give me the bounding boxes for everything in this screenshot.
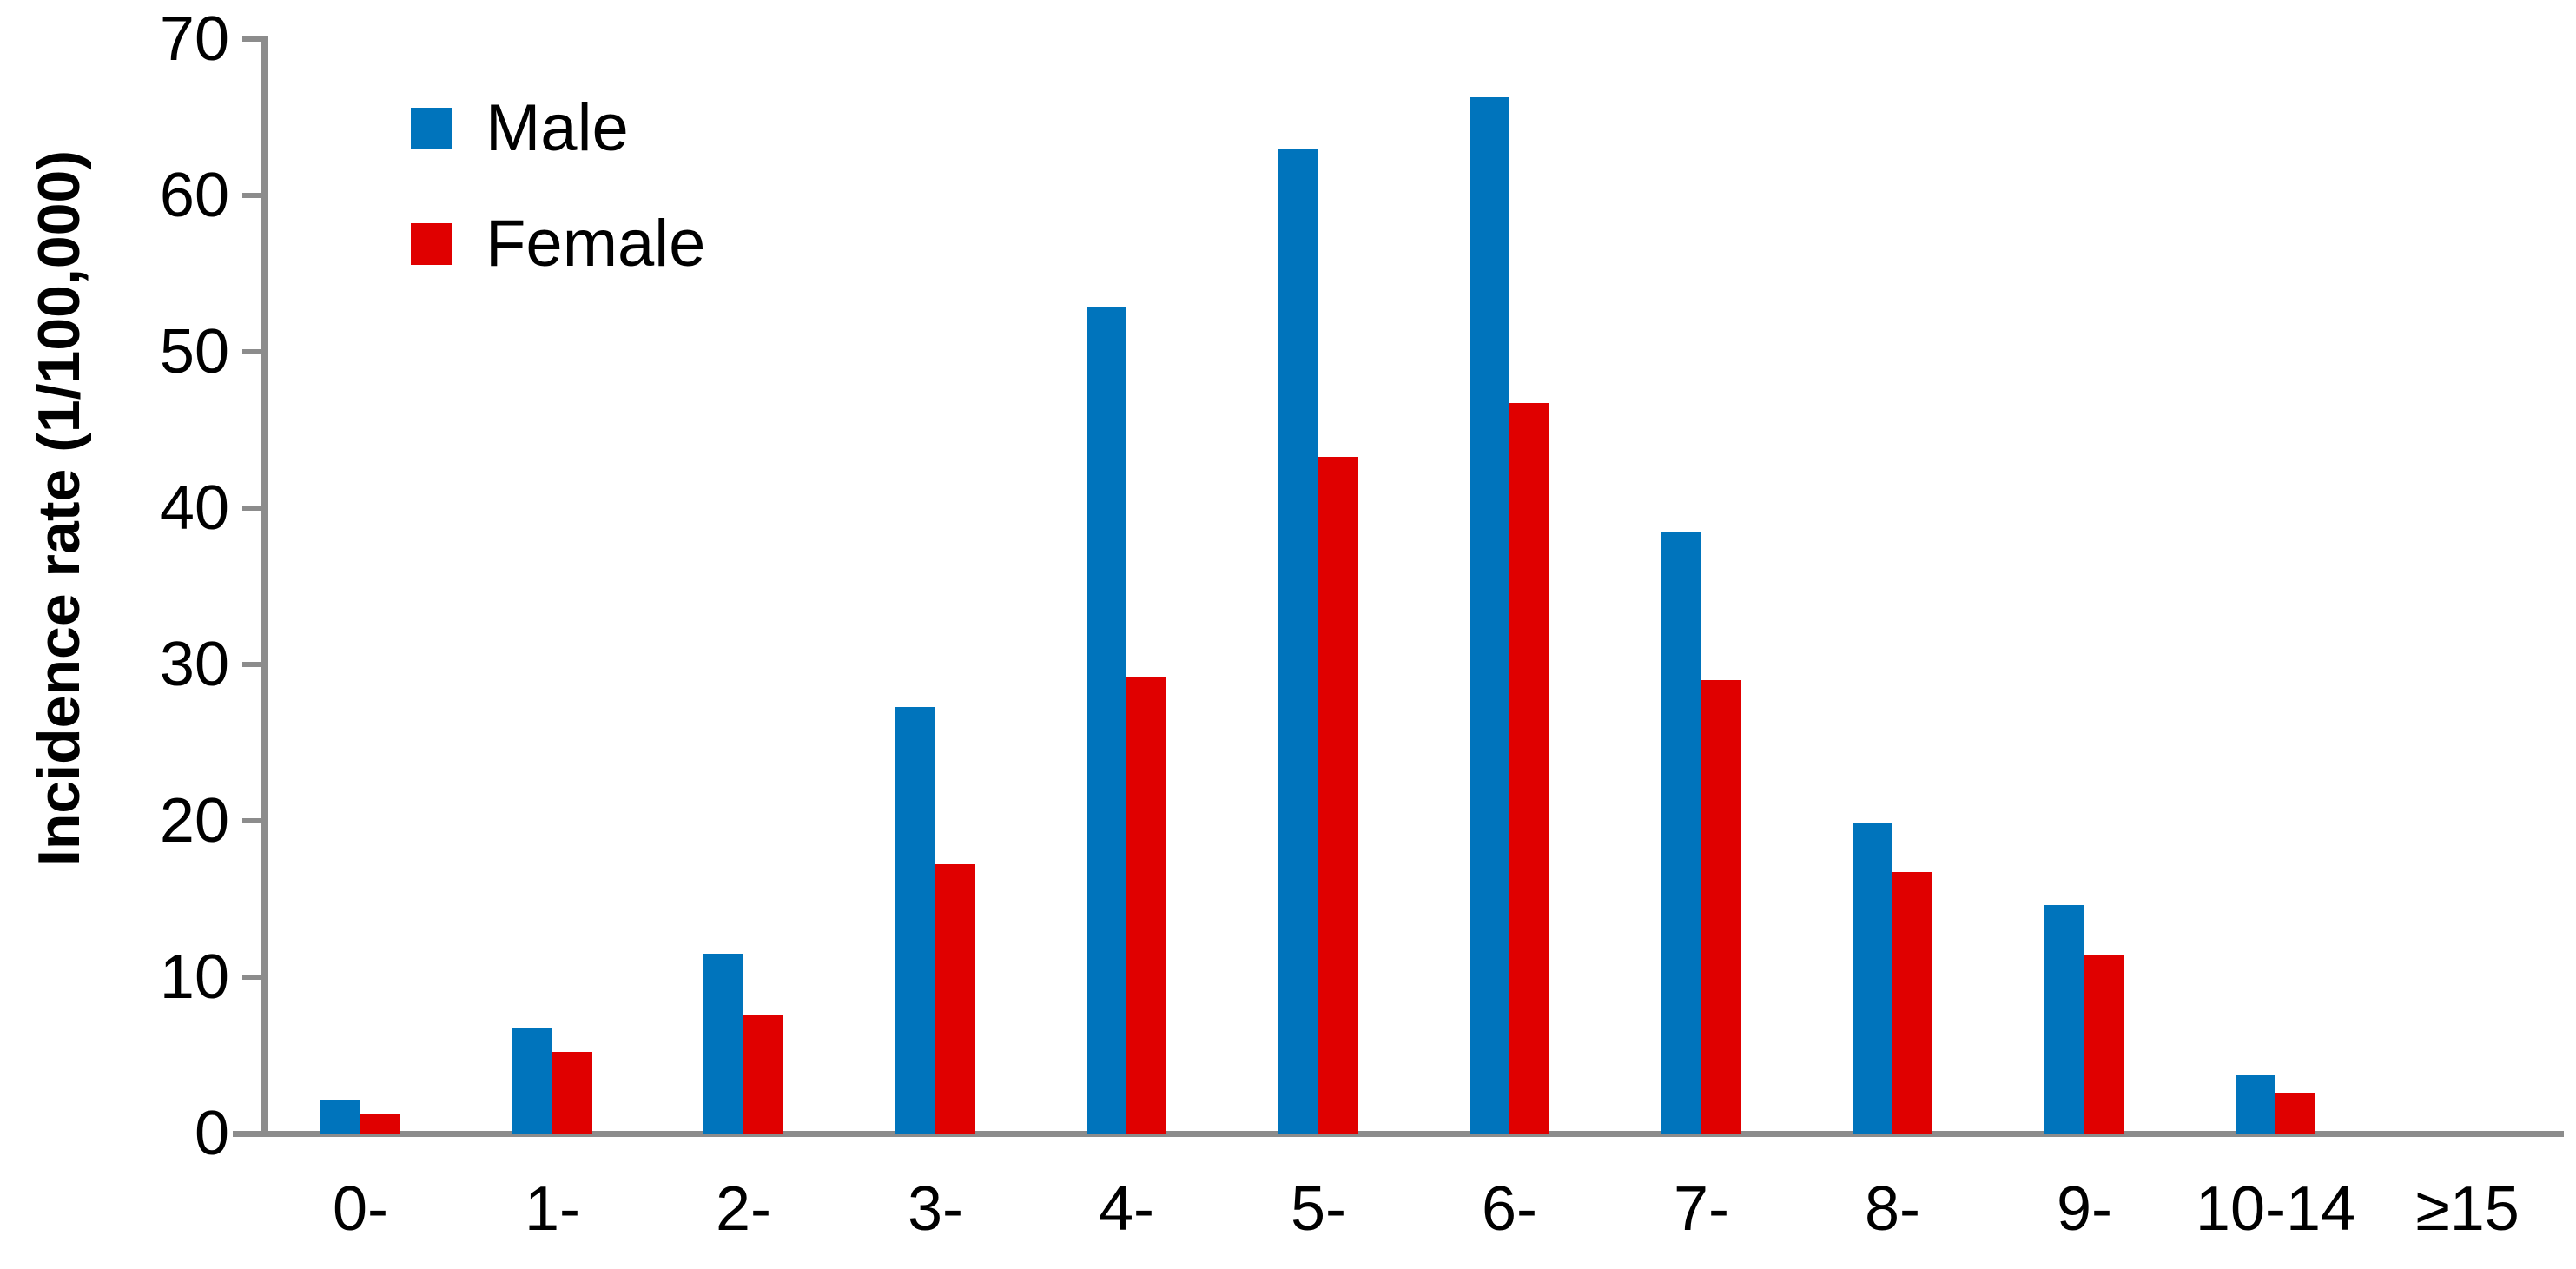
y-tick-label: 10: [159, 942, 229, 1012]
bar-male-1: [512, 1028, 552, 1134]
bar-male-6: [1470, 97, 1509, 1134]
y-tick-label: 60: [159, 161, 229, 230]
x-tick-label: 10-14: [2195, 1174, 2356, 1244]
x-tick-label: 2-: [715, 1174, 772, 1244]
y-axis-title: Incidence rate (1/100,000): [26, 149, 92, 867]
bar-male-0: [320, 1100, 360, 1134]
y-axis-tick: [242, 506, 265, 511]
bar-female-4: [1126, 677, 1166, 1134]
legend-item-male: Male: [411, 89, 629, 168]
bar-male-3: [895, 707, 935, 1134]
female-legend-label: Female: [485, 207, 706, 281]
y-tick-label: 20: [159, 786, 229, 856]
female-legend-swatch: [411, 223, 452, 265]
x-tick-label: 7-: [1673, 1174, 1730, 1244]
bar-female-6: [1509, 403, 1549, 1134]
bar-female-0: [360, 1114, 400, 1134]
bar-female-1: [552, 1052, 592, 1134]
bar-male-7: [1661, 532, 1701, 1134]
y-tick-label: 0: [194, 1099, 229, 1168]
y-axis-tick: [242, 193, 265, 198]
bar-male-5: [1278, 149, 1318, 1134]
bar-female-2: [743, 1015, 783, 1134]
x-tick-label: 5-: [1290, 1174, 1347, 1244]
y-axis-line: [261, 36, 268, 1137]
x-tick-label: 3-: [907, 1174, 964, 1244]
bar-male-9: [2044, 905, 2084, 1134]
bar-female-3: [935, 864, 975, 1134]
y-axis-tick: [242, 662, 265, 667]
y-axis-tick: [242, 349, 265, 354]
bar-male-10: [2236, 1075, 2275, 1134]
x-tick-label: 4-: [1098, 1174, 1155, 1244]
male-legend-label: Male: [485, 91, 629, 165]
y-tick-label: 40: [159, 473, 229, 543]
bar-male-4: [1087, 307, 1126, 1134]
legend-item-female: Female: [411, 205, 705, 283]
bar-female-10: [2275, 1093, 2315, 1134]
x-tick-label: 6-: [1481, 1174, 1538, 1244]
bar-male-2: [703, 954, 743, 1134]
y-axis-tick: [242, 818, 265, 823]
bar-male-8: [1853, 823, 1892, 1134]
x-tick-label: 9-: [2056, 1174, 2113, 1244]
bar-female-8: [1892, 872, 1932, 1134]
male-legend-swatch: [411, 108, 452, 149]
y-tick-label: 50: [159, 317, 229, 387]
y-axis-tick: [242, 975, 265, 980]
x-tick-label: 8-: [1864, 1174, 1921, 1244]
y-tick-label: 30: [159, 630, 229, 699]
bar-female-5: [1318, 457, 1358, 1134]
y-axis-tick: [242, 36, 265, 42]
x-tick-label: ≥15: [2415, 1174, 2520, 1244]
bar-female-7: [1701, 680, 1741, 1134]
x-tick-label: 1-: [524, 1174, 581, 1244]
y-tick-label: 70: [159, 4, 229, 74]
bar-female-9: [2084, 955, 2124, 1134]
x-tick-label: 0-: [332, 1174, 389, 1244]
x-axis-line: [233, 1131, 2564, 1137]
